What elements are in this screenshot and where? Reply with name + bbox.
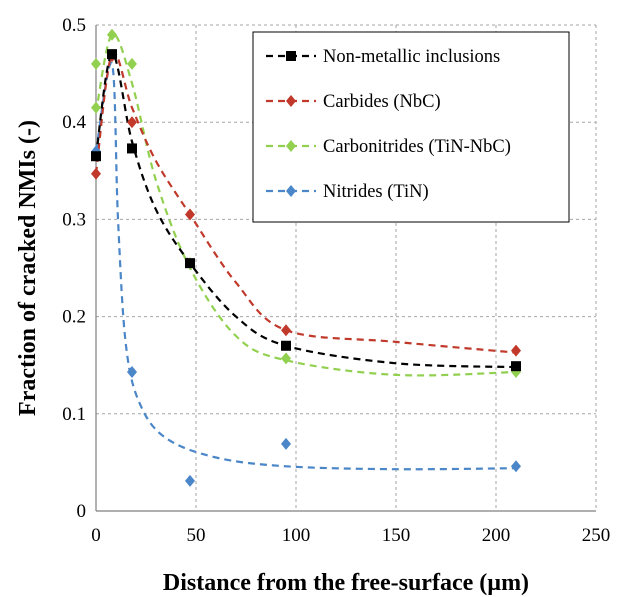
legend: Non-metallic inclusions Carbides (NbC) Car… [252, 31, 570, 223]
x-tick-label: 150 [382, 525, 411, 546]
data-markers [91, 28, 521, 487]
x-tick-label: 200 [482, 525, 511, 546]
data-point [127, 366, 137, 379]
legend-marker [286, 95, 296, 107]
x-tick-label: 250 [582, 525, 611, 546]
data-point [281, 352, 291, 365]
data-point [281, 437, 291, 450]
x-axis-title: Distance from the free-surface (µm) [163, 570, 529, 596]
data-point [107, 49, 117, 60]
data-point [107, 28, 117, 41]
legend-label: Nitrides (TiN) [323, 182, 429, 202]
y-tick-label: 0.2 [62, 307, 86, 328]
legend-marker [286, 185, 296, 197]
data-point [127, 116, 137, 129]
data-point [185, 474, 195, 487]
y-axis-title: Fraction of cracked NMIs (-) [15, 120, 41, 416]
trend-line [94, 61, 517, 471]
data-point [185, 258, 195, 269]
legend-label: Non-metallic inclusions [323, 47, 500, 67]
x-tick-label: 0 [91, 525, 101, 546]
legend-marker [286, 140, 296, 152]
tick-labels: 0 0.1 0.2 0.3 0.4 0.5 0 50 100 150 200 250 [62, 15, 610, 546]
y-tick-label: 0.4 [62, 112, 86, 133]
data-point [91, 167, 101, 180]
data-point [511, 361, 521, 372]
y-tick-label: 0.1 [62, 404, 86, 425]
legend-label: Carbides (NbC) [323, 92, 441, 112]
data-point [127, 57, 137, 70]
data-point [91, 57, 101, 70]
data-point [281, 324, 291, 337]
data-point [91, 151, 101, 162]
legend-label: Carbonitrides (TiN-NbC) [323, 137, 511, 157]
data-point [91, 101, 101, 114]
y-tick-label: 0 [77, 501, 87, 522]
y-tick-label: 0.5 [62, 15, 86, 36]
data-point [511, 344, 521, 357]
data-point [281, 340, 291, 351]
x-tick-label: 100 [282, 525, 311, 546]
data-point [127, 143, 137, 154]
legend-marker [286, 51, 296, 61]
data-point [185, 208, 195, 221]
data-point [511, 460, 521, 473]
y-tick-label: 0.3 [62, 209, 86, 230]
x-tick-label: 50 [187, 525, 206, 546]
